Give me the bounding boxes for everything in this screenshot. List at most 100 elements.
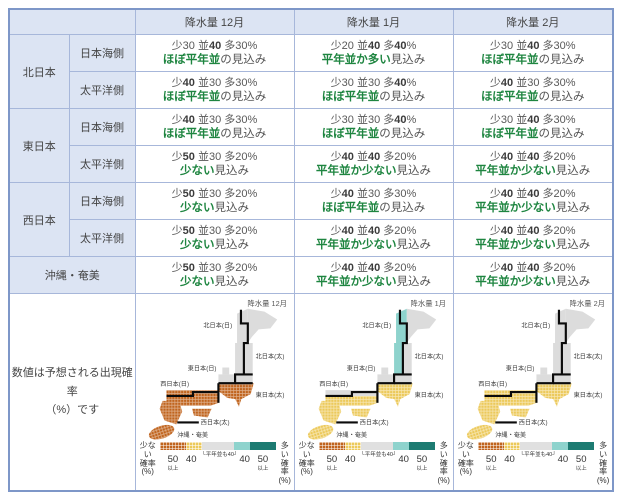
side-label: 日本海側 <box>68 182 136 220</box>
forecast-summary: 平年並か少ない見込み <box>316 275 431 288</box>
region-label: 北日本 <box>8 34 70 109</box>
forecast-rows: 北日本 日本海側 少30 並40 多30% ほぼ平年並の見込み 少20 並40 多40%… <box>8 34 614 294</box>
legend-right-label: 多い 確率 (%) <box>596 441 610 486</box>
legend-swatch-wet50 <box>408 442 435 450</box>
map-caption: 降水量 2月 <box>570 299 606 308</box>
map-region-north_pac <box>247 308 278 344</box>
forecast-cell: 少40 並30 多30% ほぼ平年並の見込み <box>134 71 295 109</box>
forecast-cell: 少30 並30 多40% ほぼ平年並の見込み <box>293 108 454 146</box>
region-boundary-line <box>484 390 537 398</box>
forecast-cell: 少40 並40 多20% 平年並か少ない見込み <box>452 219 614 257</box>
map-region-north_sea <box>237 308 248 344</box>
map-region-east_sea <box>381 367 389 375</box>
probability-line: 少50 並30 多20% <box>171 224 258 237</box>
map-region-north_pac <box>243 343 253 375</box>
map-region-label: 北日本(日) <box>203 321 232 329</box>
forecast-summary: ほぼ平年並の見込み <box>481 90 585 103</box>
forecast-summary: ほぼ平年並の見込み <box>321 127 426 140</box>
probability-line: 少40 並40 多20% <box>330 261 417 274</box>
map-region-label: 北日本(日) <box>522 321 551 329</box>
map-region-label: 北日本(太) <box>256 353 285 361</box>
map-region-okinawa <box>307 424 334 440</box>
legend-left-label: 少ない 確率 (%) <box>298 441 315 477</box>
map-region-label: 西日本(日) <box>479 380 508 388</box>
legend-swatch-wet50 <box>568 442 595 450</box>
forecast-cell: 少40 並40 多20% 平年並か少ない見込み <box>452 182 614 220</box>
legend-number: 50 以上 <box>326 454 338 472</box>
forecast-cell: 少40 並30 多30% ほぼ平年並の見込み <box>452 71 614 109</box>
note-cell: 数値は予想される出現確率 （%）です <box>8 293 136 492</box>
forecast-summary: ほぼ平年並の見込み <box>481 127 585 140</box>
region-boundary-line <box>558 309 568 375</box>
map-region-west_pac <box>510 408 530 418</box>
map-cell-january: 降水量 1月 北日本(日) 北日本(太) 東日本(日) 東日本(太) 西日本(日) 西日本(… <box>293 293 454 492</box>
map-region-label: 東日本(日) <box>188 364 217 372</box>
legend-swatch-dry50 <box>478 442 505 450</box>
map-region-label: 東日本(太) <box>415 391 444 399</box>
legend-swatch-normal <box>201 442 234 450</box>
map-region-west_pac <box>477 400 501 425</box>
legend-scale: 50 以上 40 └平年並も40┘ 40 50 以上 <box>159 442 276 472</box>
region-boundary-line <box>218 373 253 385</box>
legend-number: 40 <box>398 454 409 465</box>
map-region-label: 西日本(太) <box>519 418 548 426</box>
map-region-label: 東日本(太) <box>574 391 603 399</box>
legend-swatch-wet40 <box>552 442 569 450</box>
forecast-row: 西日本 日本海側 少50 並30 多20% 少ない見込み 少40 並30 多30% ほぼ平… <box>8 182 614 257</box>
legend-swatch-dry50 <box>159 442 186 450</box>
map-caption: 降水量 12月 <box>247 299 287 308</box>
map-region-label: 東日本(日) <box>347 364 376 372</box>
probability-line: 少30 並40 多30% <box>171 39 258 52</box>
legend-scale: 50 以上 40 └平年並も40┘ 40 50 以上 <box>318 442 435 472</box>
side-label: 日本海側 <box>68 34 136 72</box>
legend-number: 40 <box>185 454 197 465</box>
forecast-summary: 平年並か多い見込み <box>321 53 426 66</box>
legend-swatch-normal <box>520 442 553 450</box>
map-region-north_sea <box>555 308 567 344</box>
legend-number: 50 以上 <box>167 454 179 472</box>
map-region-west_pac <box>191 408 212 418</box>
map-region-north_pac <box>406 308 437 344</box>
map-region-label: 東日本(太) <box>256 391 285 399</box>
forecast-cell: 少40 並40 多20% 平年並か少ない見込み <box>452 145 614 183</box>
map-region-west_pac <box>159 400 183 425</box>
column-header-december: 降水量 12月 <box>134 8 295 35</box>
table-head: 降水量 12月 降水量 1月 降水量 2月 <box>8 8 614 35</box>
probability-line: 少50 並30 多20% <box>171 150 258 163</box>
map-region-east_pac <box>394 396 401 407</box>
region-label: 西日本 <box>8 182 70 257</box>
map-region-label: 西日本(日) <box>160 380 189 388</box>
map-region-label: 西日本(日) <box>319 380 348 388</box>
region-boundary-line <box>398 309 408 375</box>
legend-right-label: 多い 確率 (%) <box>278 441 291 486</box>
forecast-summary: 平年並か少ない見込み <box>316 164 431 177</box>
forecast-summary: 平年並か少ない見込み <box>475 238 591 251</box>
legend-mid-label: └平年並も40┘ <box>201 452 238 458</box>
forecast-cell: 少50 並30 多20% 少ない見込み <box>134 256 295 294</box>
forecast-cell: 少30 並40 多30% ほぼ平年並の見込み <box>134 34 295 72</box>
forecast-row: 東日本 日本海側 少40 並30 多30% ほぼ平年並の見込み 少30 並30 多40%… <box>8 108 614 183</box>
forecast-cell: 少50 並30 多20% 少ない見込み <box>134 145 295 183</box>
forecast-row: 沖縄・奄美 少50 並30 多20% 少ない見込み 少40 並40 多20% 平年並か少… <box>8 256 614 294</box>
legend-swatch-dry50 <box>318 442 345 450</box>
map-region-north_sea <box>394 343 403 375</box>
map-cell-february: 降水量 2月 北日本(日) 北日本(太) 東日本(日) 東日本(太) 西日本(日) 西日本(… <box>452 293 614 492</box>
probability-line: 少40 並30 多30% <box>330 187 417 200</box>
map-region-label: 西日本(太) <box>201 418 230 426</box>
column-header-february: 降水量 2月 <box>452 8 614 35</box>
map-region-north_sea <box>235 343 244 375</box>
forecast-summary: 平年並か少ない見込み <box>475 164 591 177</box>
map-region-west_pac <box>350 408 371 418</box>
forecast-row: 太平洋側 少50 並30 多20% 少ない見込み 少40 並40 多20% 平年並か少な… <box>9 219 614 257</box>
legend-number: 40 <box>557 454 569 465</box>
side-label: 太平洋側 <box>68 145 136 183</box>
map-region-label: 沖縄・奄美 <box>177 431 208 439</box>
legend-number: 50 以上 <box>485 454 497 472</box>
region-boundary-line <box>166 390 219 398</box>
map-region-label: 北日本(日) <box>362 321 391 329</box>
region-boundary-line <box>377 373 412 385</box>
forecast-row: 太平洋側 少40 並30 多30% ほぼ平年並の見込み 少30 並30 多40% ほぼ平… <box>9 71 614 109</box>
legend-mid-label: └平年並も40┘ <box>520 452 557 458</box>
map-legend: 少ない 確率 (%) 50 以上 40 └平年並も40┘ 40 50 以上 多い 確率 (%) <box>295 441 453 486</box>
